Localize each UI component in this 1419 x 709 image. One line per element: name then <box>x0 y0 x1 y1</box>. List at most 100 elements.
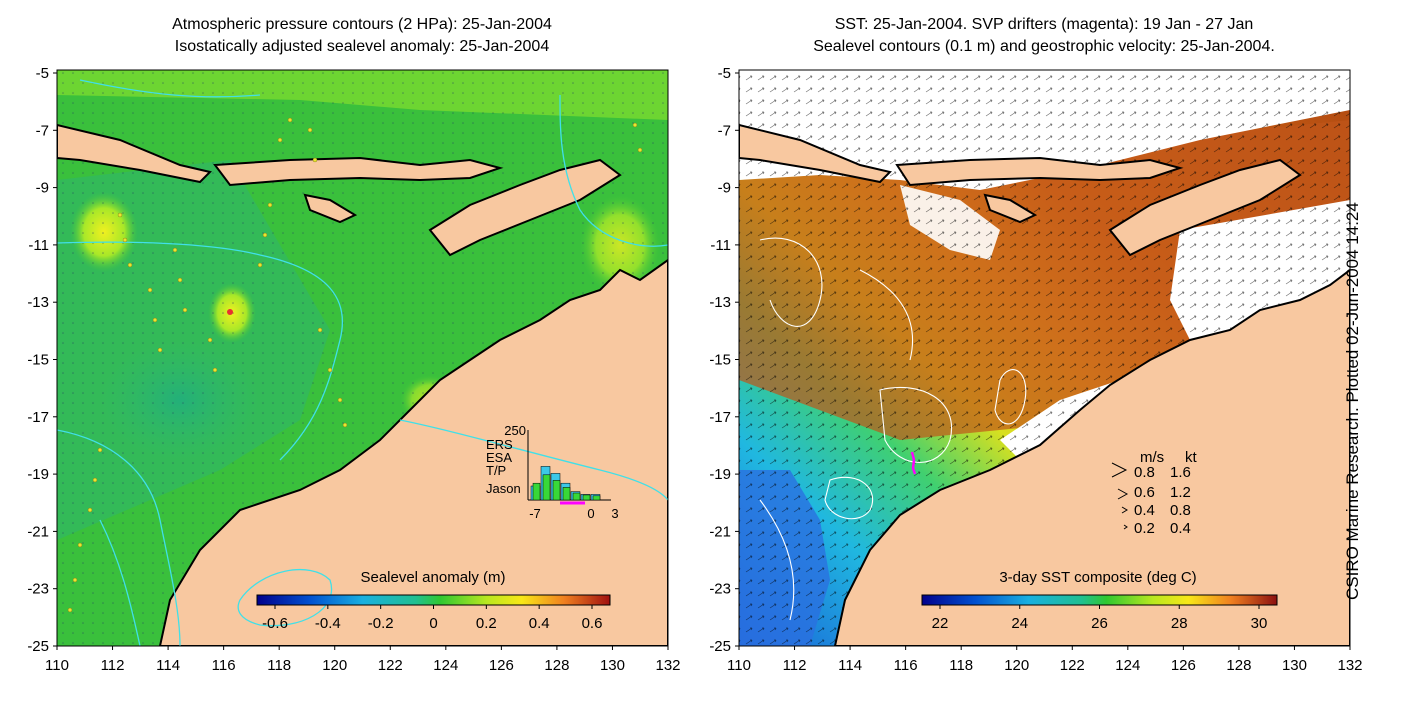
histogram-bar-tp <box>582 494 591 501</box>
right-xtick-label: 130 <box>1282 657 1307 674</box>
left-xtick-label: 132 <box>655 657 680 674</box>
right-xtick-label: 122 <box>1060 657 1085 674</box>
right-land-australia <box>833 268 1350 646</box>
histogram-bar-tp <box>542 474 551 501</box>
right-x-axis: 110 112 114 116 118 120 122 124 126 128 130 132 <box>727 646 1363 674</box>
left-xtick-label: 130 <box>600 657 625 674</box>
left-ytick-label: -13 <box>27 294 49 311</box>
histogram-bar-tp <box>532 482 541 501</box>
left-ytick-label: -9 <box>36 180 49 197</box>
left-land-lesser-sunda <box>213 156 504 187</box>
histogram-bar-tp <box>572 492 581 501</box>
histogram-inset: 250 ERS ESA T/P Jason -7 0 3 <box>486 423 619 521</box>
histogram-xtick-0: 0 <box>587 506 594 521</box>
left-y-axis: -5 -7 -9 -11 -13 -15 -17 -19 -21 -23 -25 <box>27 65 57 655</box>
left-colorbar-tick-label: -0.4 <box>315 615 341 632</box>
histogram-xtick-3: 3 <box>611 506 618 521</box>
velocity-legend-header-ms: m/s <box>1140 449 1164 466</box>
left-xtick-label: 126 <box>489 657 514 674</box>
left-xtick-label: 118 <box>267 657 291 674</box>
right-colorbar-tick-label: 26 <box>1091 615 1108 632</box>
histogram-bar-tp <box>552 480 561 501</box>
histogram-legend-tp: T/P <box>486 463 506 478</box>
right-ytick-label: -17 <box>709 409 731 426</box>
velocity-arrow-08 <box>1111 462 1128 478</box>
right-xtick-label: 118 <box>949 657 973 674</box>
right-xtick-label: 126 <box>1171 657 1196 674</box>
left-land-timor <box>428 158 622 257</box>
right-y-axis: -5 -7 -9 -11 -13 -15 -17 -19 -21 -23 -25 <box>709 65 739 655</box>
histogram-legend-ers: ERS <box>486 437 513 452</box>
right-land-sumba <box>983 193 1038 224</box>
left-land-sumba <box>303 193 358 224</box>
right-xtick-label: 124 <box>1115 657 1140 674</box>
histogram-xtick-neg7: -7 <box>529 506 541 521</box>
left-ytick-label: -21 <box>27 523 49 540</box>
left-xtick-label: 112 <box>101 657 125 674</box>
right-ytick-label: -9 <box>718 180 731 197</box>
histogram-ymax-label: 250 <box>504 423 526 438</box>
right-colorbar: 3-day SST composite (deg C) 22 24 26 28 30 <box>921 569 1278 632</box>
right-ytick-label: -11 <box>710 237 731 254</box>
velocity-row-1-kt: 1.6 <box>1170 464 1191 481</box>
velocity-legend-header-kt: kt <box>1185 449 1198 466</box>
right-land-timor <box>1108 158 1302 257</box>
left-colorbar-label: Sealevel anomaly (m) <box>360 569 505 586</box>
left-ytick-label: -11 <box>28 237 49 254</box>
velocity-row-4-kt: 0.4 <box>1170 520 1191 537</box>
left-map <box>57 70 668 646</box>
left-xtick-label: 120 <box>322 657 347 674</box>
right-xtick-label: 132 <box>1337 657 1362 674</box>
left-xtick-label: 114 <box>156 657 180 674</box>
left-pressure-contours <box>57 79 668 646</box>
left-ytick-label: -7 <box>36 122 49 139</box>
velocity-row-2-kt: 1.2 <box>1170 484 1191 501</box>
velocity-row-4-ms: 0.2 <box>1134 520 1155 537</box>
left-ytick-label: -15 <box>27 352 49 369</box>
left-ytick-label: -19 <box>27 466 49 483</box>
velocity-legend: m/s kt 0.8 1.6 0.6 1.2 0.4 0.8 0.2 0.4 <box>1111 449 1198 537</box>
right-xtick-label: 120 <box>1004 657 1029 674</box>
left-title-line1: Atmospheric pressure contours (2 HPa): 2… <box>172 16 552 33</box>
right-xtick-label: 114 <box>838 657 862 674</box>
right-colorbar-tick-label: 28 <box>1171 615 1188 632</box>
left-title-line2: Isostatically adjusted sealevel anomaly:… <box>174 38 550 55</box>
left-xtick-label: 128 <box>544 657 569 674</box>
right-colorbar-tick-label: 22 <box>932 615 949 632</box>
histogram-bar-tp <box>562 487 571 501</box>
right-colorbar-label: 3-day SST composite (deg C) <box>999 569 1196 586</box>
left-title: Atmospheric pressure contours (2 HPa): 2… <box>56 14 668 58</box>
right-sealevel-contours <box>759 237 1027 621</box>
right-ytick-label: -5 <box>718 65 731 82</box>
left-xtick-label: 122 <box>378 657 403 674</box>
left-pressure-center-marker <box>227 309 233 315</box>
left-colorbar-tick-label: 0 <box>429 615 437 632</box>
velocity-arrow-02 <box>1123 524 1128 530</box>
right-ytick-label: -7 <box>718 122 731 139</box>
histogram-bar-tp <box>592 495 601 501</box>
right-xtick-label: 128 <box>1226 657 1251 674</box>
histogram-bars <box>530 466 601 501</box>
left-map-frame <box>56 69 669 647</box>
left-colorbar-ticks: -0.6 -0.4 -0.2 0 0.2 0.4 0.6 <box>262 605 602 632</box>
right-map-frame <box>738 69 1351 647</box>
right-land-lesser-sunda <box>895 156 1184 187</box>
left-colorbar-tick-label: 0.2 <box>476 615 497 632</box>
left-land-java <box>57 123 212 184</box>
right-xtick-label: 116 <box>894 657 918 674</box>
left-xtick-label: 124 <box>433 657 458 674</box>
credit-note: CSIRO Marine Research. Plotted 02-Jun-20… <box>1343 202 1362 600</box>
right-ytick-label: -25 <box>709 638 731 655</box>
histogram-legend-esa: ESA <box>486 450 512 465</box>
left-land-australia <box>158 258 668 646</box>
right-ytick-label: -23 <box>709 581 731 598</box>
right-ytick-label: -21 <box>709 523 731 540</box>
left-ytick-label: -17 <box>27 409 49 426</box>
left-colorbar-ramp <box>256 594 611 606</box>
right-title-line2: Sealevel contours (0.1 m) and geostrophi… <box>813 38 1275 55</box>
right-ytick-label: -13 <box>709 294 731 311</box>
right-ytick-label: -15 <box>709 352 731 369</box>
left-track-points <box>67 117 643 613</box>
right-xtick-label: 112 <box>783 657 807 674</box>
